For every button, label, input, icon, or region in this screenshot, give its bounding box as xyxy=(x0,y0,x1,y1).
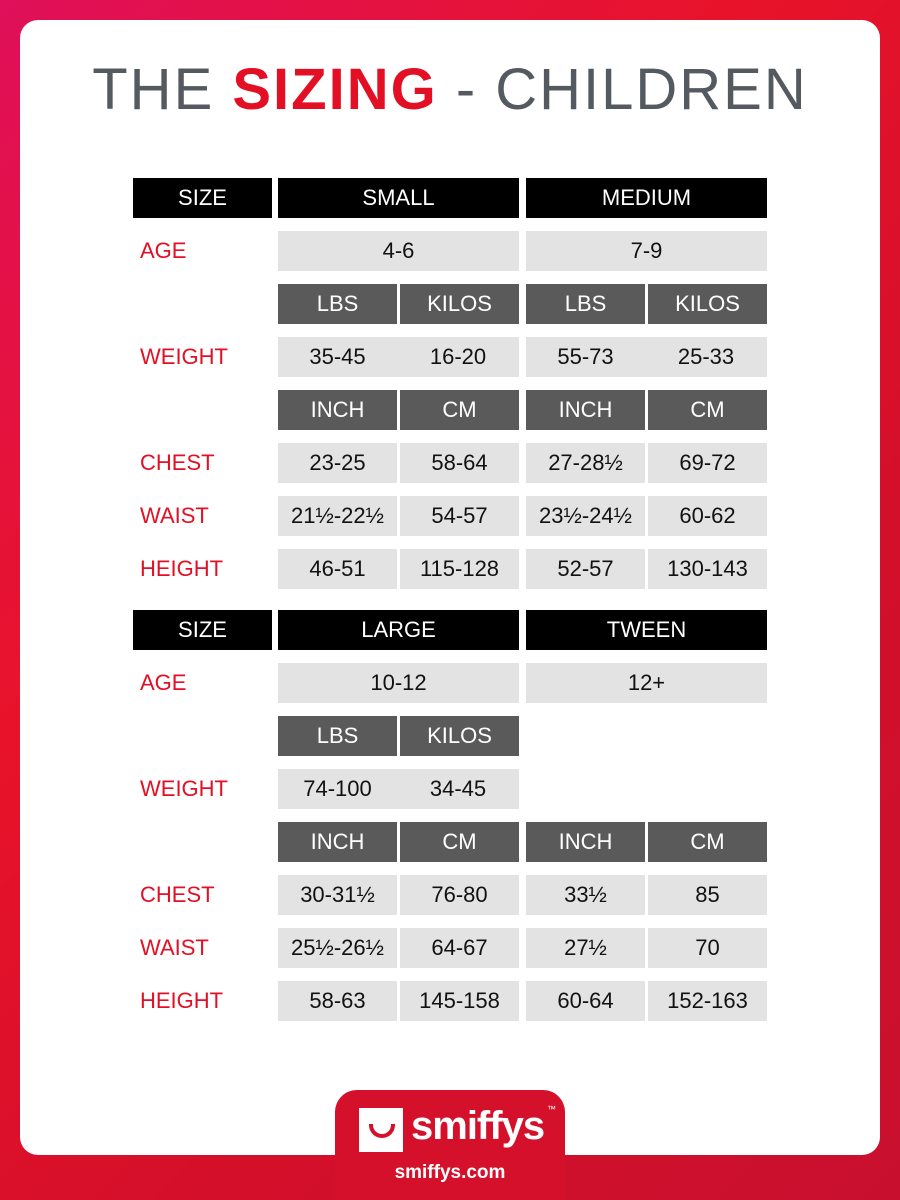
age-cell: 7-9 xyxy=(526,231,767,271)
age-label: AGE xyxy=(140,238,187,263)
unit-header: INCH xyxy=(526,390,645,430)
chest-cell: 69-72 xyxy=(648,443,767,483)
age-label: AGE xyxy=(140,670,187,695)
unit-header: LBS xyxy=(526,284,645,324)
waist-cell: 23½-24½ xyxy=(526,496,645,536)
waist-label: WAIST xyxy=(140,935,209,960)
waist-cell: 27½ xyxy=(526,928,645,968)
unit-header: CM xyxy=(648,390,767,430)
unit-header: KILOS xyxy=(400,284,519,324)
size-medium-header: MEDIUM xyxy=(526,178,767,218)
trademark: ™ xyxy=(547,1104,556,1114)
chest-label: CHEST xyxy=(140,882,215,907)
waist-cell: 21½-22½ xyxy=(278,496,397,536)
chest-cell: 27-28½ xyxy=(526,443,645,483)
weight-cell: 55-73 xyxy=(526,337,645,377)
height-cell: 145-158 xyxy=(400,981,519,1021)
unit-header: CM xyxy=(400,390,519,430)
age-cell: 12+ xyxy=(526,663,767,703)
weight-cell: 25-33 xyxy=(645,337,767,377)
waist-cell: 70 xyxy=(648,928,767,968)
weight-cell: 74-100 xyxy=(278,769,397,809)
chest-cell: 58-64 xyxy=(400,443,519,483)
waist-cell: 60-62 xyxy=(648,496,767,536)
brand-name: smiffys xyxy=(411,1104,545,1148)
height-label: HEIGHT xyxy=(140,988,224,1013)
chest-cell: 76-80 xyxy=(400,875,519,915)
smiffys-logo: smiffys ™ smiffys.com xyxy=(335,1090,565,1200)
height-label: HEIGHT xyxy=(140,556,224,581)
page-title: THE SIZING - CHILDREN xyxy=(92,57,808,122)
smile-icon xyxy=(359,1108,403,1152)
waist-cell: 54-57 xyxy=(400,496,519,536)
size-header: SIZE xyxy=(133,610,272,650)
website-url: smiffys.com xyxy=(394,1162,506,1183)
chest-cell: 85 xyxy=(648,875,767,915)
weight-cell: 35-45 xyxy=(278,337,397,377)
waist-label: WAIST xyxy=(140,503,209,528)
size-large-header: LARGE xyxy=(278,610,519,650)
unit-header: KILOS xyxy=(400,716,519,756)
size-table-large-tween: SIZE LARGE TWEEN AGE 10-12 12+ LBS KILOS… xyxy=(133,610,767,1030)
chest-cell: 30-31½ xyxy=(278,875,397,915)
unit-header: INCH xyxy=(278,390,397,430)
size-tween-header: TWEEN xyxy=(526,610,767,650)
height-cell: 58-63 xyxy=(278,981,397,1021)
height-cell: 46-51 xyxy=(278,549,397,589)
unit-header: CM xyxy=(400,822,519,862)
unit-header: LBS xyxy=(278,716,397,756)
size-small-header: SMALL xyxy=(278,178,519,218)
chest-cell: 33½ xyxy=(526,875,645,915)
size-table-small-medium: SIZE SMALL MEDIUM AGE 4-6 7-9 LBS KILOS … xyxy=(133,178,767,598)
weight-cell: 16-20 xyxy=(397,337,519,377)
unit-header: LBS xyxy=(278,284,397,324)
waist-cell: 25½-26½ xyxy=(278,928,397,968)
chest-cell: 23-25 xyxy=(278,443,397,483)
age-cell: 10-12 xyxy=(278,663,519,703)
weight-cell: 34-45 xyxy=(397,769,519,809)
age-cell: 4-6 xyxy=(278,231,519,271)
unit-header: INCH xyxy=(526,822,645,862)
height-cell: 115-128 xyxy=(400,549,519,589)
weight-label: WEIGHT xyxy=(140,344,228,369)
weight-label: WEIGHT xyxy=(140,776,228,801)
waist-cell: 64-67 xyxy=(400,928,519,968)
height-cell: 52-57 xyxy=(526,549,645,589)
unit-header: KILOS xyxy=(648,284,767,324)
height-cell: 152-163 xyxy=(648,981,767,1021)
unit-header: CM xyxy=(648,822,767,862)
chest-label: CHEST xyxy=(140,450,215,475)
height-cell: 60-64 xyxy=(526,981,645,1021)
height-cell: 130-143 xyxy=(648,549,767,589)
unit-header: INCH xyxy=(278,822,397,862)
size-header: SIZE xyxy=(133,178,272,218)
